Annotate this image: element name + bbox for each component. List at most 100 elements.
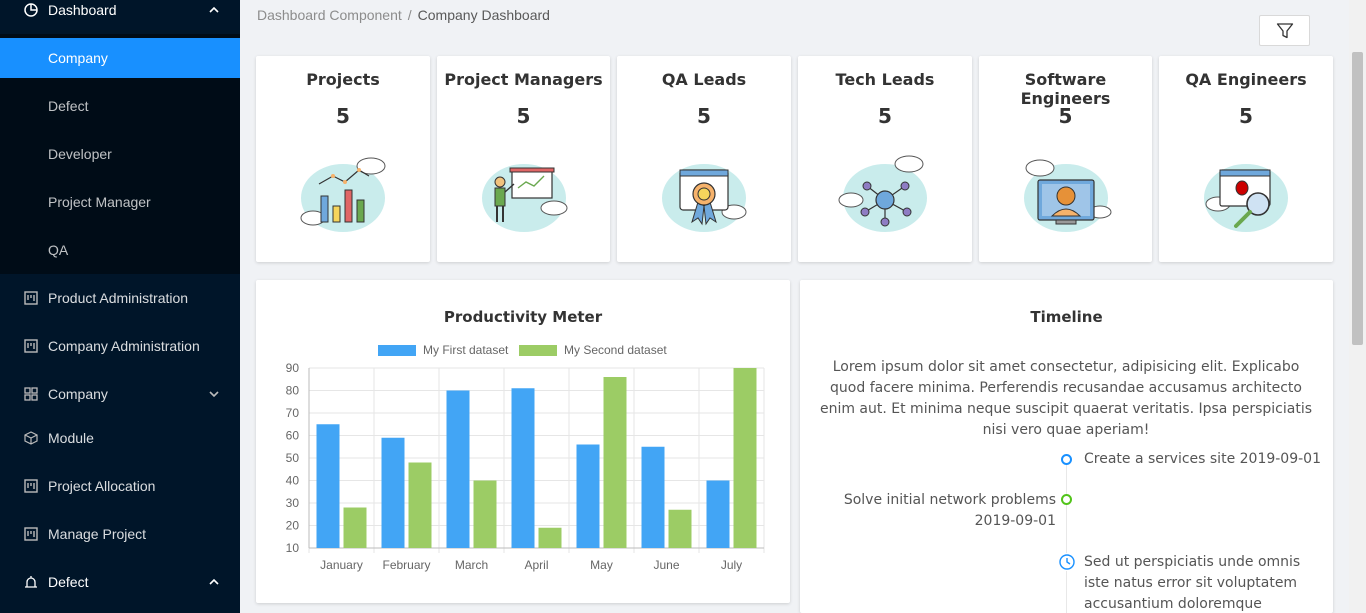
bar-first-dataset	[641, 446, 665, 548]
panel-title: Timeline	[1030, 308, 1103, 326]
y-tick-label: 30	[286, 496, 300, 510]
bar-second-dataset	[343, 507, 367, 548]
bar-first-dataset	[576, 444, 600, 548]
chevron-up-icon	[209, 6, 219, 13]
stat-value: 5	[697, 104, 711, 128]
x-tick-label: May	[590, 558, 613, 572]
appstore-icon	[24, 387, 38, 401]
menu-manage-project[interactable]: Manage Project	[0, 514, 240, 554]
menu-label: Project Allocation	[48, 478, 156, 494]
bar-second-dataset	[538, 527, 562, 548]
code-sandbox-icon	[24, 431, 38, 445]
stat-card-project-managers: Project Managers 5	[437, 56, 610, 262]
x-tick-label: March	[455, 558, 488, 572]
y-tick-label: 70	[286, 406, 300, 420]
legend-label: My First dataset	[423, 343, 509, 357]
stat-value: 5	[878, 104, 892, 128]
menu-company[interactable]: Company	[0, 374, 240, 414]
timeline-description: Lorem ipsum dolor sit amet consectetur, …	[819, 359, 1313, 438]
stat-card-projects: Projects 5	[256, 56, 430, 262]
menu-label: Product Administration	[48, 290, 189, 306]
bug-magnifier-illustration	[1204, 164, 1288, 232]
network-illustration	[838, 155, 927, 232]
chevron-up-icon	[209, 578, 219, 585]
stat-title: Project Managers	[444, 70, 603, 89]
panel-title: Productivity Meter	[443, 308, 603, 326]
presentation-illustration	[481, 164, 567, 232]
x-tick-label: January	[320, 558, 363, 572]
timeline-line	[1066, 460, 1067, 613]
timeline-event: Sed ut perspiciatis unde omnis iste natu…	[1084, 554, 1301, 612]
bar-chart: 90 80 70 60 50 40 30 20 10 January February March Ap…	[286, 361, 765, 572]
filter-button[interactable]	[1259, 15, 1310, 46]
bar-chart-illustration	[300, 157, 386, 232]
breadcrumb-current: Company Dashboard	[417, 7, 550, 23]
x-tick-label: April	[524, 558, 548, 572]
submenu-project-manager[interactable]: Project Manager	[48, 194, 151, 210]
filter-icon	[1276, 22, 1293, 38]
y-tick-label: 20	[286, 519, 300, 533]
stat-title: Projects	[306, 70, 380, 89]
bar-first-dataset	[511, 388, 535, 548]
award-badge-illustration	[662, 164, 747, 232]
breadcrumb: Dashboard Component / Company Dashboard	[257, 7, 550, 23]
bar-second-dataset	[733, 368, 757, 548]
page-scrollbar[interactable]	[1349, 0, 1366, 613]
dashboard-submenu: Company Defect Developer Project Manager…	[0, 34, 240, 274]
bar-second-dataset	[473, 480, 497, 548]
submenu-defect[interactable]: Defect	[48, 98, 89, 114]
stat-title: Tech Leads	[835, 70, 935, 89]
menu-module[interactable]: Module	[0, 418, 240, 458]
menu-company-administration[interactable]: Company Administration	[0, 326, 240, 366]
scrollbar-thumb[interactable]	[1352, 52, 1363, 345]
alarm-icon	[24, 575, 38, 589]
y-tick-label: 40	[286, 474, 300, 488]
stat-value: 5	[1058, 104, 1073, 128]
chevron-down-icon	[209, 391, 219, 398]
bar-first-dataset	[316, 424, 340, 548]
stat-card-qa-engineers: QA Engineers 5	[1159, 56, 1333, 262]
submenu-qa[interactable]: QA	[48, 242, 69, 258]
x-tick-label: July	[721, 558, 742, 572]
legend-second[interactable]: My Second dataset	[518, 343, 667, 357]
menu-product-administration[interactable]: Product Administration	[0, 278, 240, 318]
legend-swatch	[377, 343, 417, 357]
menu-label: Defect	[48, 574, 89, 590]
breadcrumb-root[interactable]: Dashboard Component	[257, 7, 402, 23]
legend-first[interactable]: My First dataset	[377, 343, 508, 357]
timeline-dot	[1061, 494, 1072, 505]
submenu-company[interactable]: Company	[0, 38, 240, 78]
y-tick-label: 60	[286, 429, 300, 443]
legend-swatch	[518, 343, 558, 357]
menu-label: Company	[48, 386, 108, 402]
sidebar: Dashboard Company Defect Developer Proje…	[0, 0, 240, 613]
menu-dashboard[interactable]: Dashboard	[0, 0, 240, 30]
stat-value: 5	[1239, 104, 1253, 128]
timeline-dot	[1061, 454, 1072, 465]
bar-second-dataset	[603, 377, 627, 548]
y-tick-label: 80	[286, 384, 300, 398]
stat-title: QA Engineers	[1185, 70, 1307, 89]
legend-label: My Second dataset	[564, 343, 667, 357]
project-icon	[24, 527, 38, 541]
timeline-event: Create a services site 2019-09-01	[1084, 451, 1321, 467]
breadcrumb-separator: /	[407, 7, 412, 23]
menu-label: Module	[48, 430, 94, 446]
stat-card-software-engineers: Software Engineers 5	[979, 56, 1152, 262]
bar-first-dataset	[706, 480, 730, 548]
project-icon	[24, 339, 38, 353]
project-icon	[24, 479, 38, 493]
stat-title: QA Leads	[661, 70, 747, 89]
timeline-event: Solve initial network problems 2019-09-0…	[843, 492, 1056, 529]
stat-value: 5	[516, 104, 531, 128]
bar-first-dataset	[446, 390, 470, 548]
stat-card-tech-leads: Tech Leads 5	[798, 56, 972, 262]
y-tick-label: 50	[286, 451, 300, 465]
menu-defect[interactable]: Defect	[0, 562, 240, 602]
submenu-developer[interactable]: Developer	[48, 146, 112, 162]
y-tick-label: 90	[286, 361, 300, 375]
bar-second-dataset	[408, 462, 432, 548]
bar-second-dataset	[668, 509, 692, 548]
menu-project-allocation[interactable]: Project Allocation	[0, 466, 240, 506]
project-icon	[24, 291, 38, 305]
